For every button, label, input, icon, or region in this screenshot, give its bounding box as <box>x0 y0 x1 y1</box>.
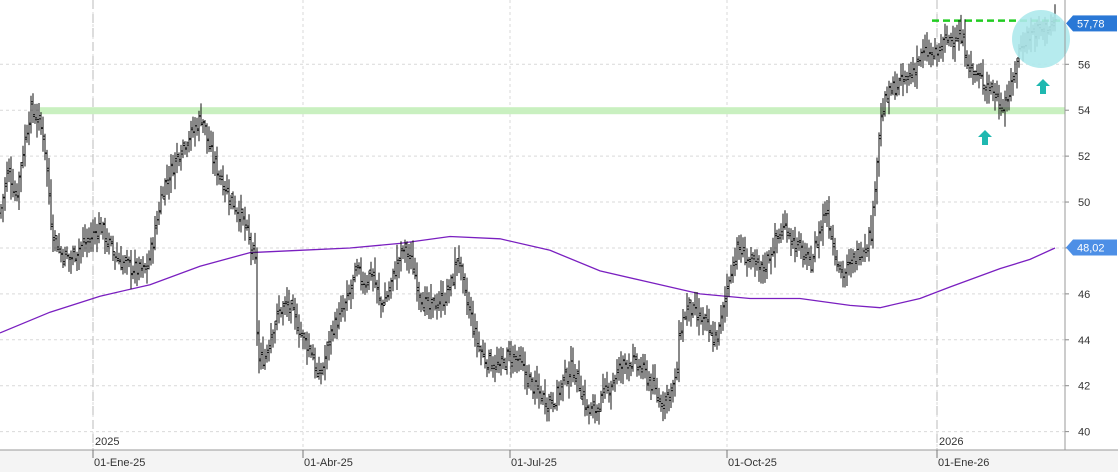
x-month-label-0: 01-Ene-25 <box>94 457 145 469</box>
ohlc-bar <box>111 235 115 261</box>
highlight-circle <box>1012 10 1070 68</box>
support-band <box>40 107 1065 115</box>
price-tags: 57,78 48,02 <box>1066 15 1117 256</box>
x-month-label-4: 01-Ene-26 <box>938 457 989 469</box>
x-month-label-2: 01-Jul-25 <box>511 457 557 469</box>
up-arrow-icon <box>978 130 992 145</box>
y-tick-label-40: 40 <box>1078 427 1090 439</box>
x-axis-band <box>0 450 1118 472</box>
y-tick-label-50: 50 <box>1078 197 1090 209</box>
level-lines <box>40 19 1065 115</box>
last-price-tag-pointer <box>1066 15 1073 32</box>
x-month-label-3: 01-Oct-25 <box>728 457 777 469</box>
moving-average-tag-pointer <box>1066 239 1073 256</box>
moving-average-line <box>0 235 1056 334</box>
ohlc-bars <box>0 4 1057 425</box>
x-month-label-1: 01-Abr-25 <box>304 457 353 469</box>
moving-average-group <box>0 235 1056 334</box>
y-tick-label-54: 54 <box>1078 105 1090 117</box>
y-tick-label-52: 52 <box>1078 151 1090 163</box>
x-year-label-1: 2026 <box>939 436 963 448</box>
up-arrow-icon <box>1036 79 1050 94</box>
last-price-tag-box <box>1073 15 1117 32</box>
y-tick-label-56: 56 <box>1078 59 1090 71</box>
last-price-tag-label: 57,78 <box>1077 18 1105 30</box>
moving-average-tag-label: 48,02 <box>1077 243 1105 255</box>
y-tick-label-44: 44 <box>1078 335 1090 347</box>
y-tick-label-42: 42 <box>1078 381 1090 393</box>
ohlc-bar <box>381 299 385 313</box>
y-axis: 404244464850525456 <box>1064 0 1090 450</box>
y-tick-label-46: 46 <box>1078 289 1090 301</box>
x-year-label-0: 2025 <box>95 436 119 448</box>
plot-background <box>0 0 1065 450</box>
annotations <box>978 10 1070 145</box>
x-axis: 01-Ene-25 01-Abr-25 01-Jul-25 01-Oct-25 01-E… <box>0 436 1118 472</box>
moving-average-tag-box <box>1073 239 1117 256</box>
